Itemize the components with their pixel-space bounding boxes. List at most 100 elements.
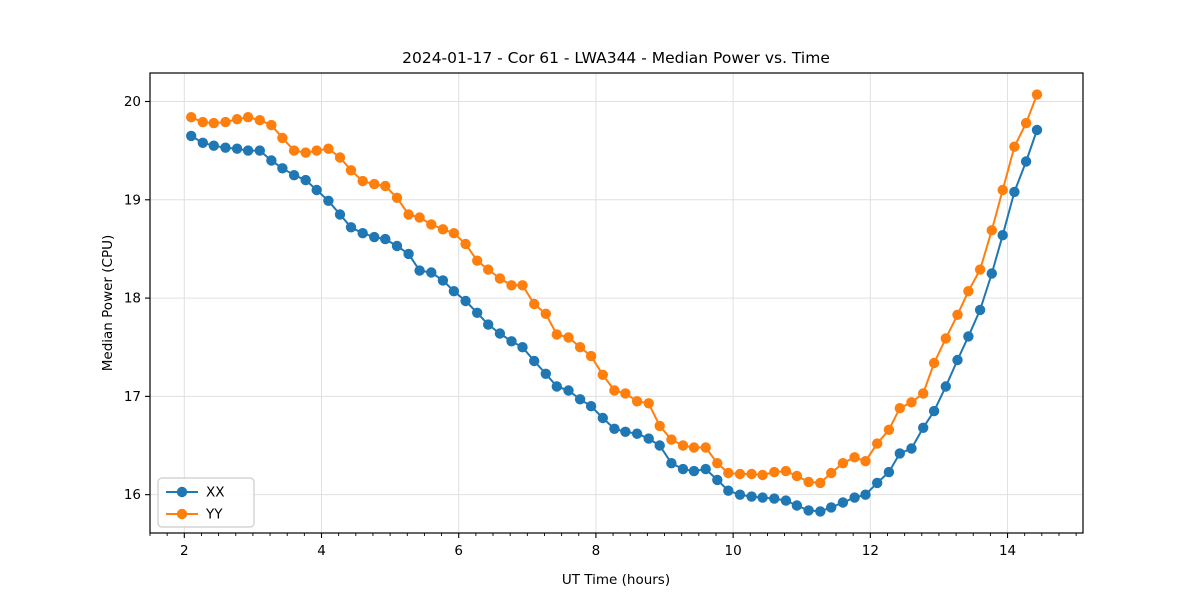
grid-lines bbox=[150, 73, 1083, 533]
data-point-xx bbox=[540, 368, 551, 379]
legend-marker-xx bbox=[176, 486, 188, 498]
data-point-yy bbox=[288, 145, 300, 156]
data-point-xx bbox=[323, 195, 334, 206]
data-point-xx bbox=[300, 174, 311, 186]
data-point-yy bbox=[277, 132, 288, 144]
data-point-xx bbox=[266, 155, 277, 166]
data-point-yy bbox=[791, 470, 803, 482]
legend-label-yy: YY bbox=[205, 507, 223, 523]
data-point-xx bbox=[769, 493, 780, 504]
data-point-yy bbox=[460, 238, 471, 250]
data-point-xx bbox=[734, 489, 746, 500]
data-point-yy bbox=[974, 264, 986, 275]
data-point-xx bbox=[334, 209, 346, 220]
data-point-xx bbox=[700, 463, 711, 475]
data-point-xx bbox=[414, 265, 425, 276]
legend-item-xx: XX bbox=[166, 485, 225, 501]
data-point-yy bbox=[494, 273, 506, 284]
data-point-yy bbox=[963, 286, 974, 297]
data-point-xx bbox=[472, 307, 483, 318]
x-tick-label: 12 bbox=[862, 543, 879, 559]
series-layer bbox=[186, 89, 1043, 517]
data-point-xx bbox=[1009, 186, 1020, 198]
data-point-yy bbox=[1031, 89, 1043, 100]
data-point-xx bbox=[277, 163, 288, 174]
data-point-yy bbox=[894, 403, 905, 414]
x-tick-label: 2 bbox=[180, 543, 189, 559]
data-point-yy bbox=[620, 388, 631, 399]
data-point-xx bbox=[403, 248, 414, 260]
data-point-xx bbox=[837, 497, 849, 508]
data-point-xx bbox=[688, 465, 700, 477]
data-point-xx bbox=[1020, 156, 1032, 167]
data-point-xx bbox=[437, 275, 449, 286]
data-point-xx bbox=[369, 231, 380, 243]
series-yy bbox=[186, 89, 1043, 489]
data-point-yy bbox=[928, 357, 940, 369]
data-point-xx bbox=[757, 492, 768, 503]
data-point-xx bbox=[231, 143, 243, 154]
data-point-xx bbox=[197, 137, 208, 148]
data-point-yy bbox=[334, 152, 346, 163]
data-point-xx bbox=[483, 319, 494, 330]
data-point-xx bbox=[712, 474, 723, 486]
x-tick-label: 8 bbox=[592, 543, 601, 559]
data-point-xx bbox=[345, 222, 357, 233]
data-point-yy bbox=[380, 180, 391, 192]
data-point-xx bbox=[1031, 124, 1043, 136]
data-point-yy bbox=[643, 398, 654, 409]
data-point-yy bbox=[540, 308, 551, 319]
y-tick-label: 18 bbox=[124, 291, 141, 307]
data-point-xx bbox=[791, 500, 803, 511]
data-point-yy bbox=[300, 147, 311, 158]
data-point-yy bbox=[529, 298, 540, 310]
data-point-xx bbox=[288, 170, 300, 181]
data-point-xx bbox=[574, 394, 586, 405]
data-point-yy bbox=[220, 116, 231, 128]
x-tick-label: 4 bbox=[317, 543, 326, 559]
legend-label-xx: XX bbox=[206, 485, 225, 501]
data-point-xx bbox=[849, 492, 860, 503]
data-point-yy bbox=[242, 112, 254, 123]
data-point-xx bbox=[940, 381, 951, 392]
y-tick-label: 17 bbox=[124, 389, 141, 405]
data-point-yy bbox=[345, 165, 357, 176]
data-point-xx bbox=[666, 458, 677, 469]
data-point-xx bbox=[974, 304, 986, 316]
data-point-xx bbox=[963, 331, 974, 342]
data-point-xx bbox=[986, 268, 997, 279]
data-point-xx bbox=[746, 491, 757, 502]
data-point-yy bbox=[780, 465, 792, 477]
data-point-yy bbox=[323, 143, 334, 154]
data-point-yy bbox=[472, 255, 483, 266]
data-point-yy bbox=[266, 119, 277, 131]
data-point-xx bbox=[517, 342, 528, 353]
data-point-yy bbox=[574, 342, 586, 353]
data-point-xx bbox=[906, 443, 917, 454]
data-point-yy bbox=[517, 280, 528, 291]
data-point-yy bbox=[448, 228, 460, 239]
data-point-xx bbox=[780, 495, 792, 506]
data-point-xx bbox=[723, 485, 734, 496]
data-point-xx bbox=[643, 433, 654, 444]
data-point-xx bbox=[220, 142, 231, 153]
data-point-yy bbox=[426, 219, 437, 230]
data-point-yy bbox=[757, 469, 768, 481]
legend-marker-yy bbox=[176, 508, 188, 520]
data-point-xx bbox=[803, 505, 814, 516]
data-point-yy bbox=[997, 184, 1008, 196]
data-point-yy bbox=[631, 396, 643, 407]
data-point-xx bbox=[242, 145, 254, 156]
data-point-yy bbox=[654, 420, 665, 432]
data-point-yy bbox=[712, 458, 723, 469]
data-point-yy bbox=[391, 192, 403, 203]
data-point-yy bbox=[585, 350, 597, 362]
data-point-yy bbox=[208, 117, 219, 129]
data-point-xx bbox=[506, 336, 517, 347]
x-tick-label: 10 bbox=[725, 543, 742, 559]
data-point-xx bbox=[208, 140, 219, 151]
data-point-yy bbox=[197, 116, 208, 128]
data-point-yy bbox=[483, 264, 494, 275]
data-point-xx bbox=[654, 440, 665, 451]
data-point-yy bbox=[883, 424, 895, 435]
